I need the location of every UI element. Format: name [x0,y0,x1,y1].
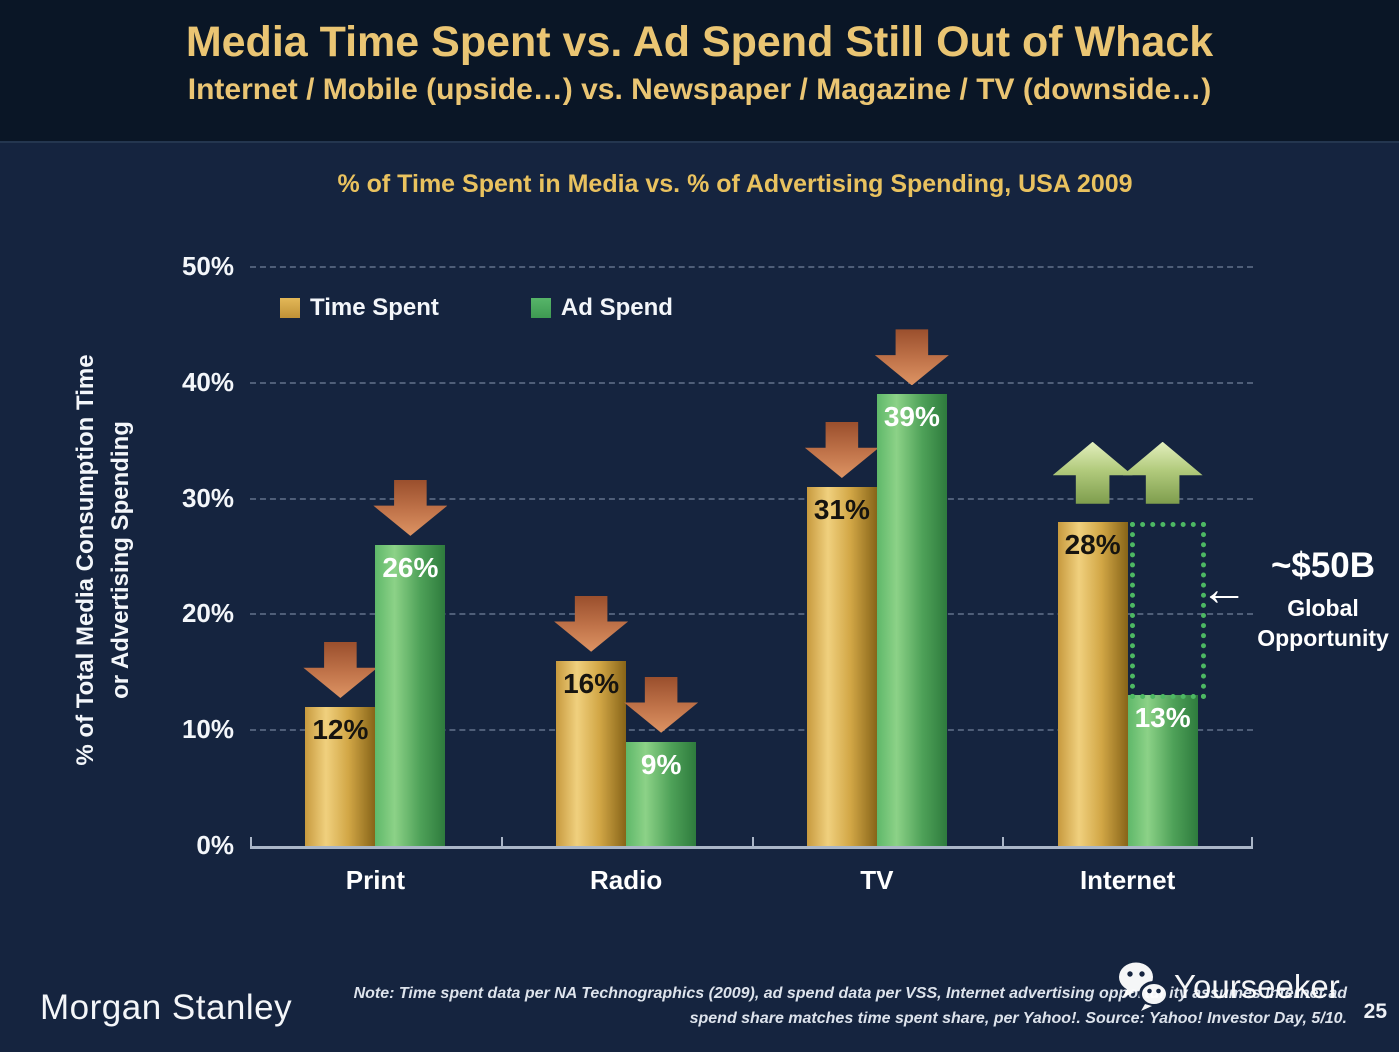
bar-value-label: 31% [813,494,870,526]
opportunity-annotation: ~$50B Global Opportunity [1248,546,1398,654]
legend-label-time-spent: Time Spent [310,294,439,321]
bar-ad-spend: 13% [1127,695,1198,846]
category-label: TV [860,865,894,895]
bar-ad-spend: 39% [876,394,947,846]
category-label: Print [345,865,405,895]
footnote-line1: Note: Time spent data per NA Technograph… [353,985,1347,1002]
bar-value-label: 12% [312,714,369,746]
trend-down-arrow [624,676,699,733]
legend-item-ad-spend: Ad Spend [530,294,673,322]
opportunity-headline: ~$50B [1270,546,1376,585]
bar-ad-spend: 9% [626,741,697,846]
opportunity-line2: Opportunity [1257,624,1389,651]
gridline [250,729,1253,732]
gridline [250,497,1253,500]
legend: Time Spent Ad Spend [280,294,673,322]
axis-tick [1002,837,1005,846]
wechat-icon [1119,962,1169,1011]
axis-tick [1251,837,1253,846]
y-axis-title-line1: % of Total Media Consumption Time [72,354,100,766]
watermark: Yourseeker [1114,960,1340,1014]
gridline [250,266,1253,268]
slide-title: Media Time Spent vs. Ad Spend Still Out … [185,18,1214,66]
gridline [250,381,1253,384]
page-number: 25 [1363,1000,1387,1023]
bar-value-label: 9% [640,748,682,780]
title-band: Media Time Spent vs. Ad Spend Still Out … [0,0,1399,143]
trend-down-arrow [373,479,448,536]
y-tick-label: 50% [181,251,234,281]
left-arrow-icon: ← [1200,563,1248,616]
y-axis-title-line2: or Advertising Spending [107,421,134,699]
footnote-line2: spend share matches time spent share, pe… [689,1009,1347,1027]
axis-tick [500,837,503,846]
category-label: Internet [1079,865,1176,895]
footnote: Note: Time spent data per NA Technograph… [277,982,1347,1032]
morgan-stanley-logo: Morgan Stanley [40,988,293,1027]
y-tick-label: 0% [196,830,234,860]
bar-value-label: 16% [563,667,620,699]
y-tick-label: 40% [181,366,234,397]
bar-value-label: 39% [883,401,940,433]
category-label: Radio [590,865,663,895]
y-tick-label: 30% [181,482,234,513]
axis-tick [250,837,252,846]
bar-value-label: 13% [1134,702,1191,734]
slide-subtitle: Internet / Mobile (upside…) vs. Newspape… [187,73,1212,106]
ad-spend-swatch-icon [530,298,551,318]
trend-up-arrow [1122,441,1203,504]
y-tick-label: 20% [181,598,234,629]
legend-item-time-spent: Time Spent [280,294,439,322]
bar-value-label: 26% [382,551,439,583]
trend-down-arrow [874,329,949,386]
trend-down-arrow [303,642,378,699]
opportunity-box [1129,521,1206,700]
time-spent-swatch-icon [280,298,300,318]
bar-ad-spend: 26% [375,544,446,846]
gridline [250,613,1253,616]
bar-time-spent: 31% [806,487,877,846]
axis-tick [751,837,754,846]
legend-label-ad-spend: Ad Spend [560,294,673,321]
watermark-label: Yourseeker [1174,968,1340,1005]
chart-title: % of Time Spent in Media vs. % of Advert… [337,170,1133,198]
trend-up-arrow [1052,441,1133,504]
bar-time-spent: 12% [305,707,376,846]
bar-time-spent: 28% [1057,521,1128,846]
trend-down-arrow [804,422,879,479]
y-axis-title: % of Total Media Consumption Time or Adv… [69,354,139,765]
trend-down-arrow [554,595,629,652]
bar-time-spent: 16% [556,660,627,846]
plot-area: Time Spent Ad Spend 0% 10% 20% 30% 40% 50% 12%… [182,251,1253,895]
y-tick-label: 10% [181,714,234,745]
bar-value-label: 28% [1064,528,1121,560]
opportunity-line1: Global [1287,595,1359,621]
